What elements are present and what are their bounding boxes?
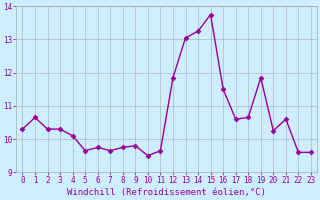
X-axis label: Windchill (Refroidissement éolien,°C): Windchill (Refroidissement éolien,°C): [67, 188, 266, 197]
